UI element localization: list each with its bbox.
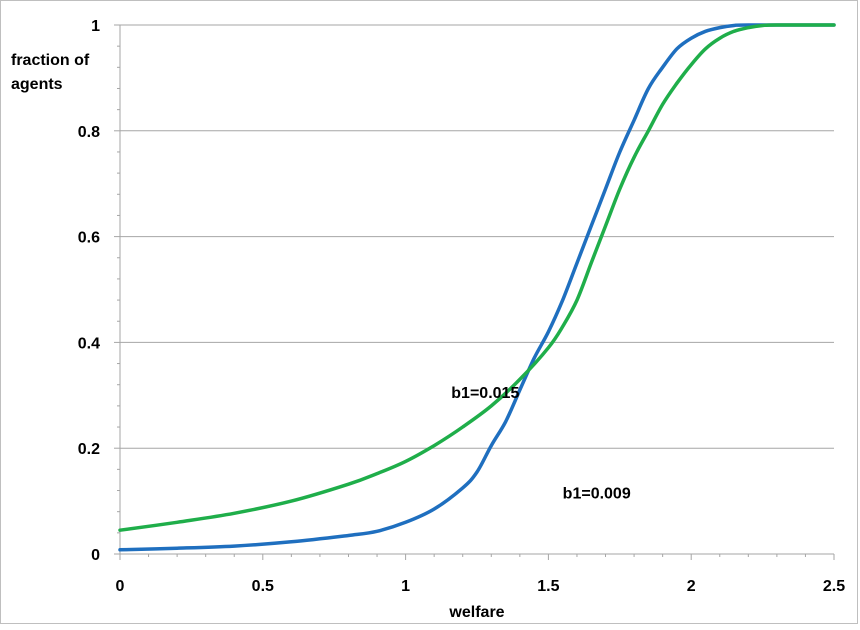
series-lines [118,23,836,552]
y-tick-label-0: 0 [91,547,100,564]
x-tick-label-0: 0 [116,578,125,595]
y-axis-title-line-0: fraction of [11,52,90,69]
axis-titles: welfare fraction of agents [11,52,505,621]
annotation-label-0: b1=0.015 [451,385,519,402]
y-tick-label-4: 0.8 [78,124,100,141]
y-tick-label-3: 0.6 [78,230,100,247]
grid-lines [120,24,834,449]
x-tick-label-3: 1.5 [537,578,559,595]
series-line-green [118,23,836,532]
x-axis-title: welfare [448,604,504,621]
annotations: b1=0.015 b1=0.009 [451,385,631,503]
x-tick-label-5: 2.5 [823,578,845,595]
x-tick-label-2: 1 [401,578,410,595]
y-tick-label-5: 1 [91,18,100,35]
tick-labels: 0 0.2 0.4 0.6 0.8 1 0 0.5 1 1.5 2 2.5 [78,18,845,595]
x-tick-label-4: 2 [687,578,696,595]
series-line-blue [118,23,836,552]
axes [114,24,835,560]
y-tick-label-1: 0.2 [78,441,100,458]
y-tick-label-2: 0.4 [78,335,100,352]
y-axis-title-line-1: agents [11,76,63,93]
x-tick-label-1: 0.5 [252,578,274,595]
annotation-label-1: b1=0.009 [563,485,631,502]
